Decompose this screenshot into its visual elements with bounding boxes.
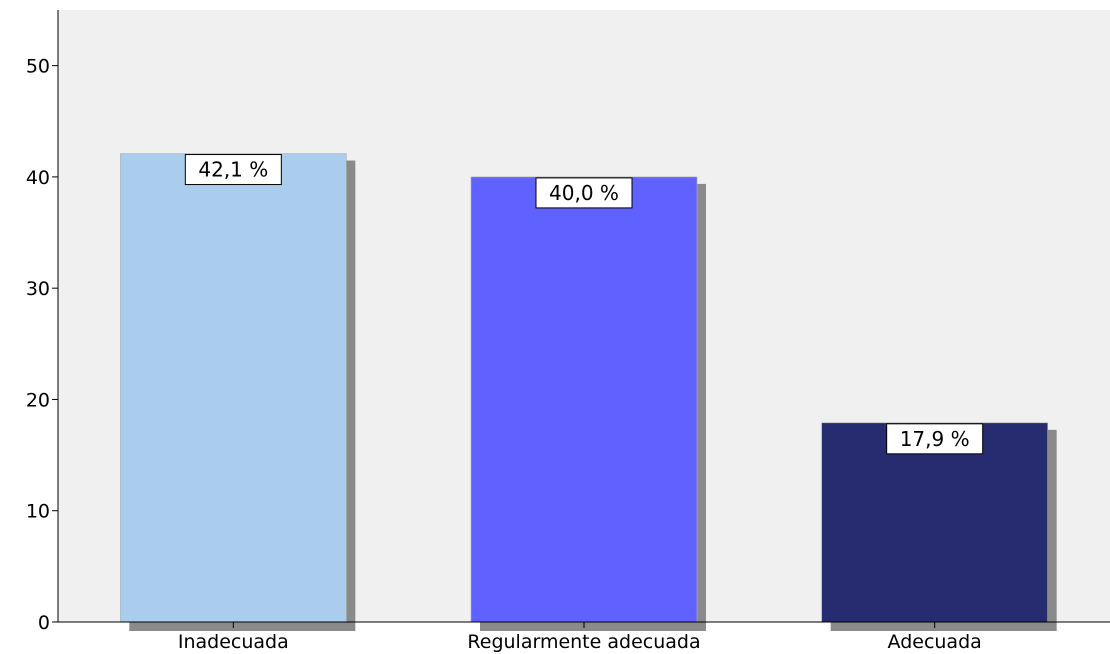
data-label: 17,9 %: [900, 427, 970, 451]
bar-2: [470, 176, 698, 623]
x-category-label: Regularmente adecuada: [467, 631, 700, 653]
data-label-box: [886, 423, 984, 455]
y-tick-label: 30: [26, 278, 50, 300]
bar-1: [120, 153, 347, 623]
data-label-box: [535, 177, 633, 209]
y-tick-label: 0: [38, 612, 50, 634]
y-tick-label: 40: [26, 167, 50, 189]
y-tick-label: 20: [26, 389, 50, 411]
data-label: 42,1 %: [198, 158, 268, 182]
data-label-box: [184, 154, 282, 186]
x-category-label: Adecuada: [888, 631, 982, 653]
data-label: 40,0 %: [549, 181, 619, 205]
y-tick-label: 50: [26, 56, 50, 78]
x-category-label: Inadecuada: [178, 631, 289, 653]
y-tick-label: 10: [26, 501, 50, 523]
bar-3: [821, 422, 1048, 623]
